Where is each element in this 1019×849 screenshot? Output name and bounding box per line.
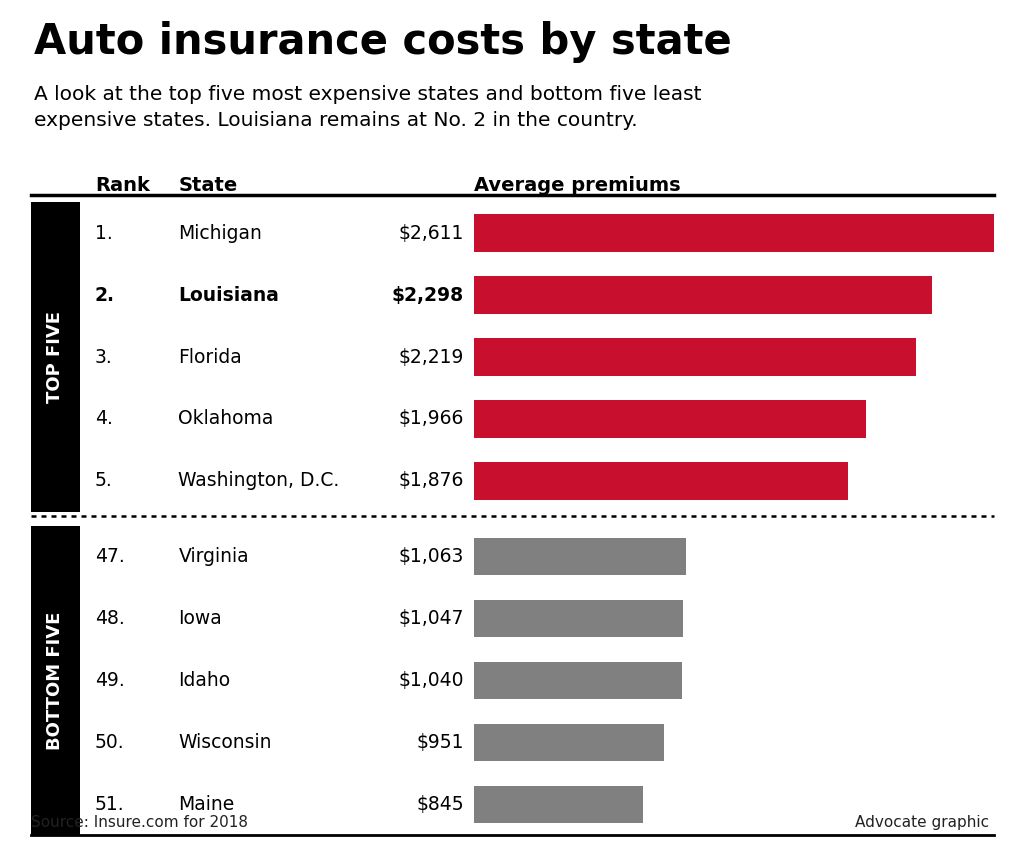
Text: Oklahoma: Oklahoma	[178, 409, 274, 429]
Bar	[31, 202, 79, 512]
Text: Source: Insure.com for 2018: Source: Insure.com for 2018	[31, 815, 248, 830]
Text: Average premiums: Average premiums	[474, 176, 681, 194]
Bar	[474, 214, 994, 251]
Text: $2,219: $2,219	[398, 347, 464, 367]
Text: 2.: 2.	[95, 285, 115, 305]
Bar	[474, 338, 915, 375]
Text: Florida: Florida	[178, 347, 243, 367]
Bar	[474, 786, 642, 823]
Text: Wisconsin: Wisconsin	[178, 733, 272, 752]
Text: 50.: 50.	[95, 733, 124, 752]
Text: Advocate graphic: Advocate graphic	[855, 815, 988, 830]
Text: State: State	[178, 176, 237, 194]
Text: $845: $845	[416, 795, 464, 814]
Bar	[474, 599, 683, 637]
Text: BOTTOM FIVE: BOTTOM FIVE	[46, 611, 64, 750]
Text: Washington, D.C.: Washington, D.C.	[178, 471, 339, 491]
Text: 51.: 51.	[95, 795, 124, 814]
Bar	[474, 401, 865, 438]
Bar	[474, 538, 686, 576]
Text: Louisiana: Louisiana	[178, 285, 279, 305]
Text: 47.: 47.	[95, 547, 124, 566]
Text: $2,298: $2,298	[391, 285, 464, 305]
Text: 4.: 4.	[95, 409, 113, 429]
Text: 1.: 1.	[95, 223, 112, 243]
Text: Idaho: Idaho	[178, 671, 230, 690]
Bar	[474, 723, 663, 761]
Bar	[474, 277, 931, 313]
Text: TOP FIVE: TOP FIVE	[46, 311, 64, 403]
Text: Michigan: Michigan	[178, 223, 262, 243]
Text: 48.: 48.	[95, 609, 124, 628]
Text: $1,966: $1,966	[398, 409, 464, 429]
Bar	[31, 526, 79, 835]
Text: 49.: 49.	[95, 671, 124, 690]
Text: Auto insurance costs by state: Auto insurance costs by state	[34, 21, 731, 63]
Text: Virginia: Virginia	[178, 547, 249, 566]
Text: $1,047: $1,047	[398, 609, 464, 628]
Text: 5.: 5.	[95, 471, 112, 491]
Text: Iowa: Iowa	[178, 609, 222, 628]
Text: $2,611: $2,611	[398, 223, 464, 243]
Bar	[474, 662, 681, 700]
Text: $951: $951	[416, 733, 464, 752]
Text: $1,063: $1,063	[398, 547, 464, 566]
Text: A look at the top five most expensive states and bottom five least
expensive sta: A look at the top five most expensive st…	[34, 85, 700, 130]
Text: Maine: Maine	[178, 795, 234, 814]
Text: $1,876: $1,876	[398, 471, 464, 491]
Text: $1,040: $1,040	[398, 671, 464, 690]
Bar	[474, 462, 847, 499]
Text: Rank: Rank	[95, 176, 150, 194]
Text: 3.: 3.	[95, 347, 112, 367]
